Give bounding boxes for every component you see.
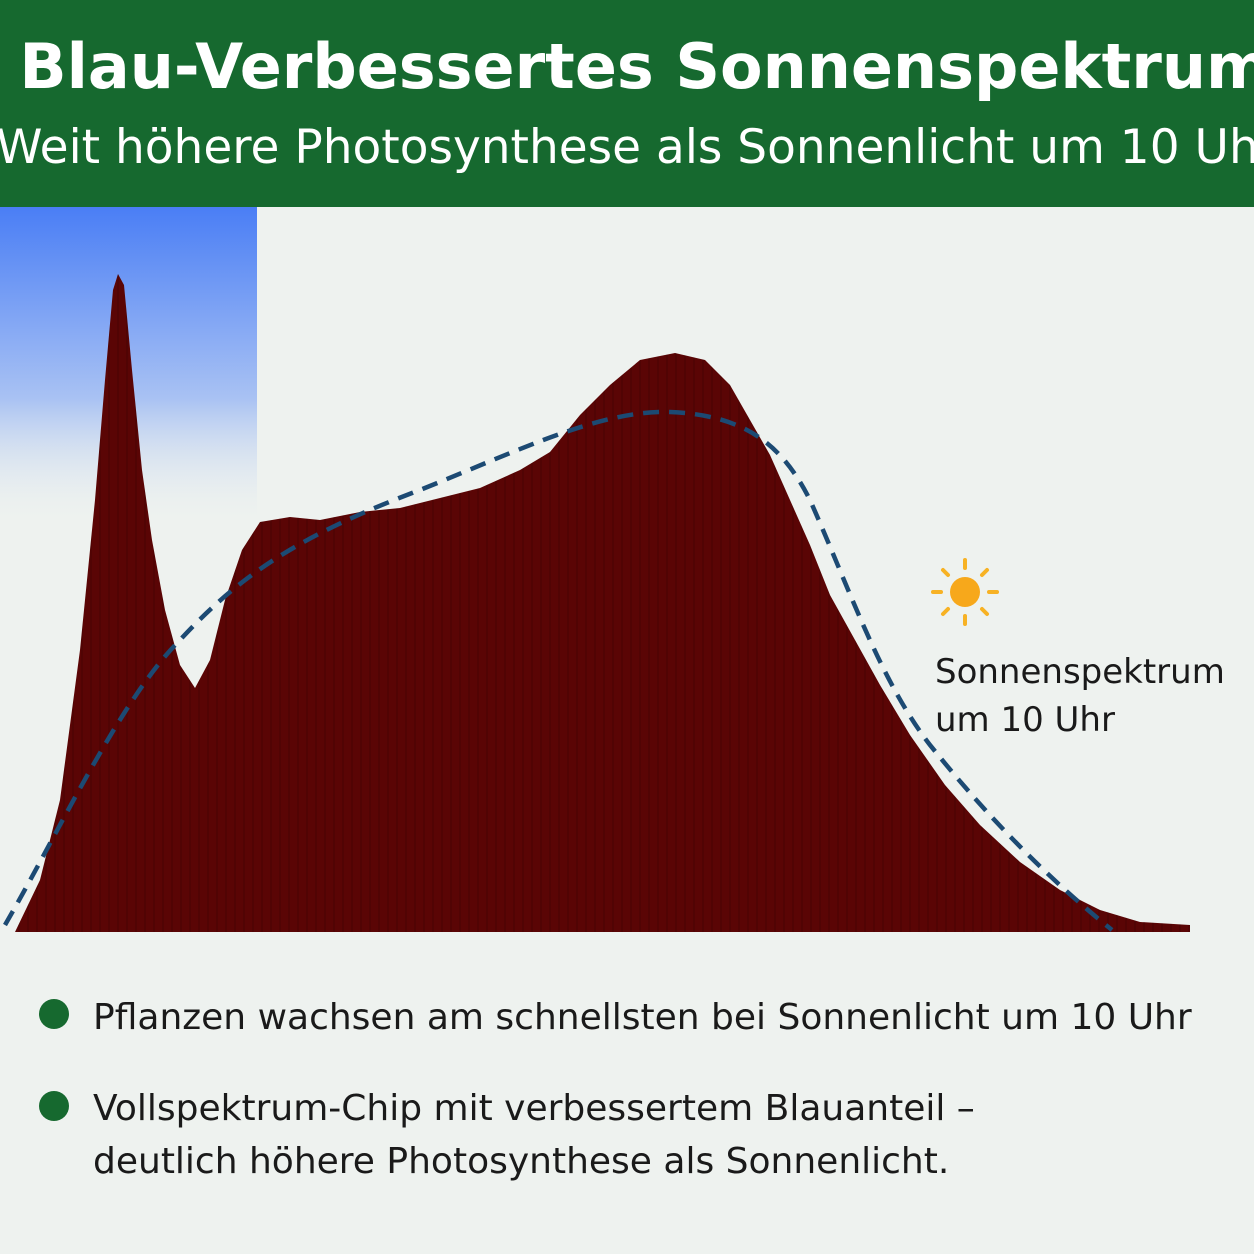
- subtitle: Weit höhere Photosynthese als Sonnenlich…: [0, 120, 1254, 175]
- sun-icon: [931, 558, 999, 626]
- bullet-dot: [39, 1091, 69, 1121]
- bullet-text: deutlich höhere Photosynthese als Sonnen…: [93, 1141, 949, 1182]
- sun-spectrum-curve: [3, 409, 1114, 932]
- legend-label: Sonnenspektrum: [935, 652, 1225, 692]
- legend-label: um 10 Uhr: [935, 700, 1115, 740]
- spectrum-stripes: [15, 274, 1190, 932]
- spectrum: [15, 274, 1190, 932]
- header-band: [0, 0, 1254, 207]
- bullet-dot: [39, 999, 69, 1029]
- bullet-text: Pflanzen wachsen am schnellsten bei Sonn…: [93, 997, 1192, 1038]
- title: Blau-Verbessertes Sonnenspektrum: [19, 30, 1254, 103]
- bullet-text: Vollspektrum-Chip mit verbessertem Blaua…: [93, 1088, 975, 1129]
